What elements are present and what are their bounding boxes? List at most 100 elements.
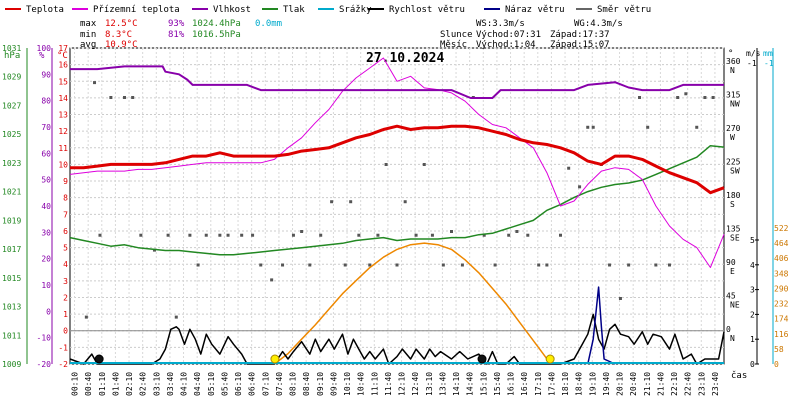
pressure-tick: 1017 <box>2 245 21 254</box>
wind-gust-info: WG:4.3m/s <box>574 19 623 29</box>
x-tick-label: 19:40 <box>602 372 611 396</box>
humidity-tick: 10 <box>41 281 51 290</box>
legend-label: Vlhkost <box>213 5 251 15</box>
humidity-tick: 80 <box>41 97 51 106</box>
wind-direction-point <box>422 163 426 166</box>
stat-max-press: 1024.4hPa <box>192 19 241 29</box>
humidity-tick: 70 <box>41 123 51 132</box>
direction-tick: 270 <box>726 124 741 133</box>
chart-title: 27.10.2024 <box>366 51 444 66</box>
wind-direction-point <box>368 263 372 267</box>
plot-area <box>69 47 725 365</box>
x-tick-label: 05:10 <box>207 372 216 396</box>
x-tick-label: 20:10 <box>616 372 625 396</box>
temp-tick: 3 <box>63 277 68 286</box>
rain-tick: 116 <box>774 330 789 339</box>
direction-tick: 90 <box>726 258 736 267</box>
humidity-line <box>70 65 724 99</box>
x-axis-label: čas <box>731 370 747 381</box>
x-tick-label: 13:10 <box>425 372 434 396</box>
wind-direction-point <box>703 96 707 99</box>
x-tick-label: 12:10 <box>398 372 407 396</box>
direction-name: N <box>730 66 735 75</box>
stat-min-label: min <box>80 30 96 40</box>
x-tick-label: 05:40 <box>220 372 229 396</box>
x-tick-label: 02:10 <box>125 372 134 396</box>
rain-tick: 348 <box>774 269 789 278</box>
direction-name: E <box>730 267 735 276</box>
sun-set: Západ:17:37 <box>550 30 610 40</box>
moon-marker <box>477 354 487 364</box>
wind-tick: 5 <box>750 236 755 245</box>
pressure-tick: 1015 <box>2 274 21 283</box>
temp-tick: 0 <box>63 327 68 336</box>
stat-min-hum: 81% <box>168 30 185 40</box>
wind-direction-point <box>684 92 688 96</box>
wind-direction-point <box>460 263 464 267</box>
wind-direction-point <box>349 200 353 204</box>
wind-direction-point <box>259 263 263 267</box>
x-tick-label: 10:40 <box>357 372 366 396</box>
wind-direction-point <box>196 263 200 267</box>
sun-path-line <box>273 242 551 365</box>
temp-tick: 6 <box>63 227 68 236</box>
wind-direction-point <box>166 233 170 237</box>
rain-tick: 464 <box>774 239 789 248</box>
direction-tick: 180 <box>726 191 741 200</box>
legend-label: Směr větru <box>597 5 651 15</box>
stat-avg-temp: 10.9°C <box>105 40 138 50</box>
wind-direction-point <box>395 263 399 267</box>
stat-max-rain: 0.0mm <box>255 19 282 29</box>
legend-label: Teplota <box>26 5 64 15</box>
wind-axis-unit: m/s <box>746 49 761 58</box>
humidity-tick: -10 <box>37 334 52 343</box>
x-tick-label: 06:10 <box>234 372 243 396</box>
wind-gust-line <box>587 286 616 365</box>
wind-direction-point <box>654 263 658 267</box>
direction-tick: 45 <box>726 292 736 301</box>
ground-temperature-line <box>69 57 725 268</box>
x-tick-label: 22:40 <box>684 372 693 396</box>
temp-tick: 5 <box>63 244 68 253</box>
temp-tick: 10 <box>58 160 68 169</box>
wind-direction-point <box>591 125 595 129</box>
x-tick-label: 21:40 <box>656 372 665 396</box>
x-tick-label: 03:10 <box>152 372 161 396</box>
rain-tick: 522 <box>774 224 789 233</box>
pressure-tick: 1011 <box>2 331 21 340</box>
stat-max-label: max <box>80 19 97 29</box>
stat-max-temp: 12.5°C <box>105 19 138 29</box>
rain-tick: 406 <box>774 254 789 263</box>
wind-direction-point <box>291 233 295 237</box>
direction-tick: 0 <box>726 325 731 334</box>
pressure-tick: 1009 <box>2 360 21 369</box>
rain-axis-unit: mm <box>763 49 773 58</box>
x-tick-label: 18:40 <box>575 372 584 396</box>
x-tick-label: 22:10 <box>670 372 679 396</box>
x-tick-label: 10:10 <box>343 372 352 396</box>
temp-tick: -2 <box>58 360 68 369</box>
moon-marker <box>94 354 104 364</box>
x-tick-label: 18:10 <box>561 372 570 396</box>
humidity-tick: 0 <box>46 307 51 316</box>
wind-tick: 3 <box>750 286 755 295</box>
humidity-tick: -20 <box>37 360 52 369</box>
direction-name: N <box>730 334 735 343</box>
humidity-tick: 100 <box>37 44 52 53</box>
wind-direction-point <box>270 278 274 282</box>
x-tick-label: 08:40 <box>302 372 311 396</box>
pressure-tick: 1013 <box>2 303 21 312</box>
x-tick-label: 09:40 <box>329 372 338 396</box>
humidity-tick: 90 <box>41 70 51 79</box>
wind-direction-point <box>188 233 192 237</box>
wind-direction-point <box>695 125 699 129</box>
temp-tick: 1 <box>63 310 68 319</box>
temp-tick: 9 <box>63 177 68 186</box>
x-tick-label: 01:10 <box>98 372 107 396</box>
sun-marker <box>270 354 280 364</box>
wind-direction-point <box>567 166 571 170</box>
x-tick-label: 03:40 <box>166 372 175 396</box>
temp-tick: 7 <box>63 210 68 219</box>
humidity-tick: 20 <box>41 255 51 264</box>
stat-min-temp: 8.3°C <box>105 30 132 40</box>
